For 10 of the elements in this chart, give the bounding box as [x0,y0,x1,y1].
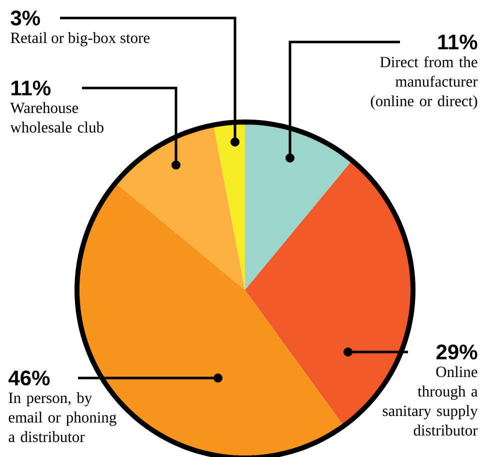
slice-label: In person, by email or phoning a distributor [8,392,116,442]
data-label: 3% [10,10,40,26]
data-label: 46% [8,370,50,386]
data-label: 11% [12,80,51,96]
slice-label: Retail or big-box store [10,32,150,46]
slice-label: Direct from the manufacturer (online or direct) [370,56,478,110]
data-label: 29% [436,344,478,360]
slice-label: Warehouse wholesale club [10,102,104,133]
slice-label: Online through a sanitary supply distributor [382,366,478,436]
data-label: 11% [438,34,478,50]
